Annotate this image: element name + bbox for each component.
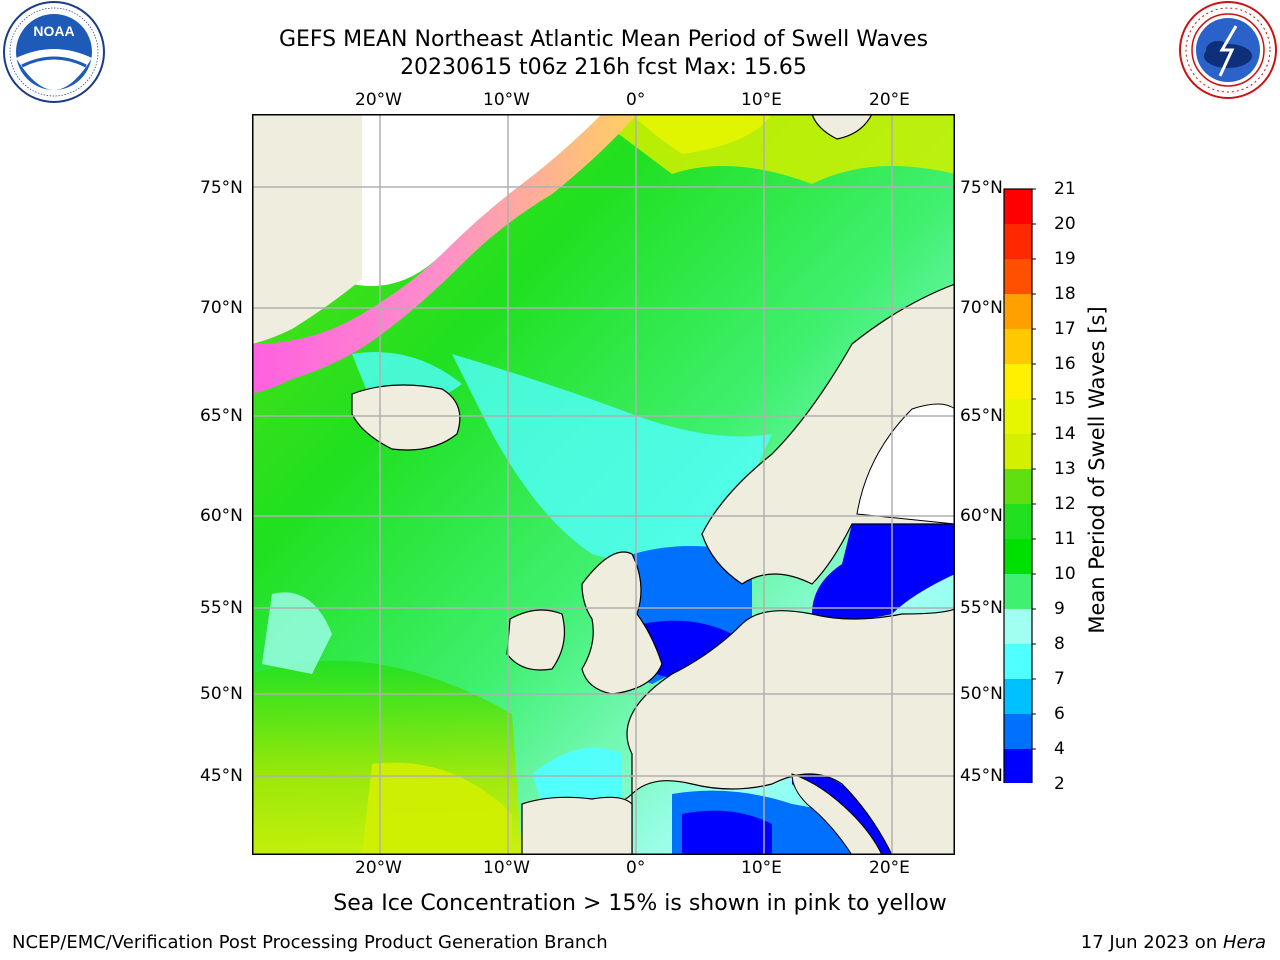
- ireland-land: [506, 609, 565, 671]
- lat-tick-right-6: 45°N: [960, 766, 1003, 786]
- lat-tick-right-3: 60°N: [960, 506, 1003, 526]
- lat-tick-left-3: 60°N: [200, 506, 243, 526]
- footer-date-text: 17 Jun 2023 on: [1080, 932, 1223, 953]
- noaa-logo-icon: NOAA: [3, 1, 105, 103]
- great-britain-land: [581, 551, 663, 695]
- baltic-sea-region: [812, 524, 955, 619]
- sea-ice-band: [252, 114, 637, 394]
- lat-tick-left-4: 55°N: [200, 598, 243, 618]
- greenland-land: [252, 114, 362, 344]
- colorbar-segment: [1004, 364, 1032, 399]
- iceland-land: [351, 384, 461, 451]
- lon-tick-bottom-4: 20°E: [869, 858, 910, 878]
- colorbar-segment: [1004, 224, 1032, 259]
- colorbar-segment: [1004, 399, 1032, 434]
- colorbar-tick-label: 12: [1054, 494, 1076, 514]
- colorbar-segment: [1004, 434, 1032, 469]
- lat-tick-left-1: 70°N: [200, 298, 243, 318]
- colorbar-tick-label: 15: [1054, 389, 1076, 409]
- colorbar-tick-label: 20: [1054, 214, 1076, 234]
- colorbar-tick-label: 17: [1054, 319, 1076, 339]
- colorbar-segment: [1004, 539, 1032, 574]
- colorbar-segment: [1004, 714, 1032, 749]
- colorbar-tick-label: 2: [1054, 774, 1065, 794]
- colorbar-segment: [1004, 574, 1032, 609]
- lat-tick-right-5: 50°N: [960, 684, 1003, 704]
- lat-tick-right-2: 65°N: [960, 406, 1003, 426]
- lat-tick-right-0: 75°N: [960, 178, 1003, 198]
- map-frame: [252, 114, 955, 855]
- colorbar-segment: [1004, 259, 1032, 294]
- colorbar-segment: [1004, 189, 1032, 224]
- map-panel: [252, 114, 955, 855]
- colorbar-segment: [1004, 679, 1032, 714]
- sea-ice-note: Sea Ice Concentration > 15% is shown in …: [333, 891, 947, 916]
- lon-tick-bottom-1: 10°W: [483, 858, 530, 878]
- colorbar-tick-label: 6: [1054, 704, 1065, 724]
- colorbar-segment: [1004, 504, 1032, 539]
- lon-tick-top-1: 10°W: [483, 90, 530, 110]
- nws-logo-icon: [1179, 1, 1277, 99]
- colorbar-tick-label: 16: [1054, 354, 1076, 374]
- footer-host: Hera: [1222, 932, 1266, 953]
- lon-tick-top-0: 20°W: [355, 90, 402, 110]
- map-subtitle: 20230615 t06z 216h fcst Max: 15.65: [400, 55, 807, 80]
- colorbar-tick-label: 4: [1054, 739, 1065, 759]
- footer-date: 17 Jun 2023 on Hera: [1081, 932, 1266, 954]
- colorbar-segment: [1004, 644, 1032, 679]
- lat-tick-left-0: 75°N: [200, 178, 243, 198]
- colorbar-tick-label: 10: [1054, 564, 1076, 584]
- footer-credit: NCEP/EMC/Verification Post Processing Pr…: [12, 932, 608, 953]
- colorbar-tick-label: 7: [1054, 669, 1065, 689]
- colorbar-segment: [1004, 329, 1032, 364]
- colorbar-segment: [1004, 469, 1032, 504]
- colorbar-frame: [1003, 188, 1033, 783]
- colorbar: [1003, 188, 1036, 783]
- map-title: GEFS MEAN Northeast Atlantic Mean Period…: [278, 27, 929, 52]
- lon-tick-top-4: 20°E: [869, 90, 910, 110]
- colorbar-segment: [1004, 609, 1032, 644]
- lon-tick-top-3: 10°E: [741, 90, 782, 110]
- lon-tick-bottom-3: 10°E: [741, 858, 782, 878]
- lat-tick-left-6: 45°N: [200, 766, 243, 786]
- colorbar-segment: [1004, 294, 1032, 329]
- lat-tick-right-4: 55°N: [960, 598, 1003, 618]
- lon-tick-bottom-2: 0°: [626, 858, 646, 878]
- lat-tick-left-5: 50°N: [200, 684, 243, 704]
- colorbar-tick-label: 13: [1054, 459, 1076, 479]
- noaa-logo-text: NOAA: [33, 23, 74, 39]
- graticule: [252, 114, 955, 855]
- colorbar-tick-label: 18: [1054, 284, 1076, 304]
- colorbar-segment: [1004, 749, 1032, 783]
- colorbar-tick-label: 8: [1054, 634, 1065, 654]
- lon-tick-bottom-0: 20°W: [355, 858, 402, 878]
- colorbar-tick-label: 11: [1054, 529, 1076, 549]
- colorbar-tick-label: 9: [1054, 599, 1065, 619]
- iberia-land: [521, 796, 633, 855]
- colorbar-tick-label: 19: [1054, 249, 1076, 269]
- lat-tick-left-2: 65°N: [200, 406, 243, 426]
- colorbar-tick-label: 21: [1054, 179, 1076, 199]
- lon-tick-top-2: 0°: [626, 90, 646, 110]
- colorbar-label: Mean Period of Swell Waves [s]: [1085, 306, 1109, 634]
- lat-tick-right-1: 70°N: [960, 298, 1003, 318]
- colorbar-tick-label: 14: [1054, 424, 1076, 444]
